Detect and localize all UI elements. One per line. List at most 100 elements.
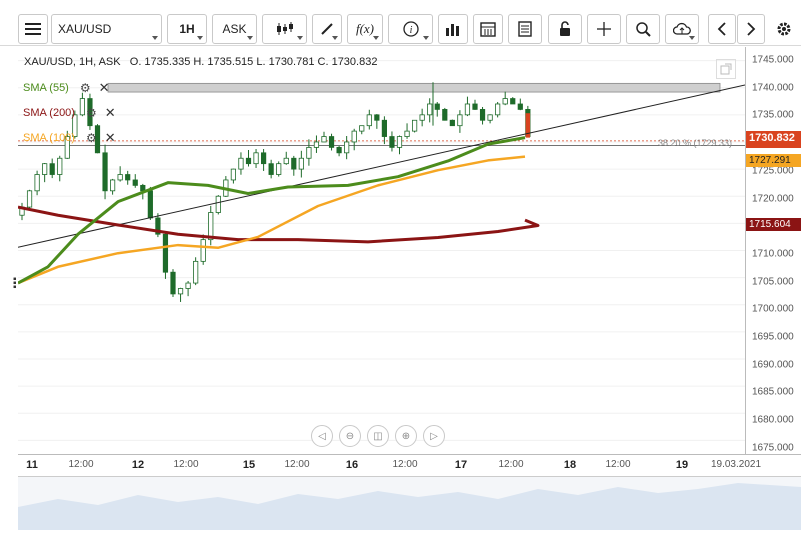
close-icon[interactable]: ✕ [98,80,110,95]
candle-body [479,109,486,121]
scroll-left-button[interactable] [708,14,736,44]
zoom-out-button[interactable]: ⊖ [339,425,361,447]
indicator-sma-55[interactable]: SMA (55) ⚙ ✕ [20,80,110,96]
candle-body [419,114,425,121]
calendar-icon [480,22,496,37]
info-icon: i [402,21,419,37]
navigator[interactable] [18,476,801,530]
navigator-chart [18,483,801,530]
price-axis-label: 1705.000 [752,276,794,288]
indicators-button[interactable]: f(x) [347,14,383,44]
scroll-back-button[interactable]: ◁ [311,425,333,447]
scroll-right-button[interactable] [737,14,765,44]
ohlc-info: XAU/USD, 1H, ASK O. 1735.335 H. 1735.515… [24,56,378,68]
price-axis-label: 1695.000 [752,331,794,343]
timeframe-selector[interactable]: 1H [167,14,207,44]
crosshair-button[interactable] [587,14,621,44]
timeframe-label: 1H [179,22,195,36]
date-axis-label: 16 [345,459,359,471]
candle-body [396,136,403,148]
fullscreen-button[interactable] [716,59,736,79]
candle-body [434,103,440,110]
candle-body [64,136,70,159]
draw-tool-button[interactable] [312,14,342,44]
candle-body [155,217,161,235]
candle-body [359,125,365,132]
date-axis-label: 12:00 [173,459,199,470]
price-type-selector[interactable]: ASK [212,14,257,44]
reset-zoom-button[interactable]: ◫ [367,425,389,447]
candle-body [472,103,478,110]
chevron-down-icon [423,36,429,40]
chevron-down-icon [247,36,253,40]
zoom-in-button[interactable]: ⊕ [395,425,417,447]
indicator-label: SMA (100) [23,132,75,144]
date-axis[interactable]: 11 12:00 12 12:00 15 12:00 16 12:00 17 12:00 18 12:… [18,454,801,477]
candle-body [442,109,448,121]
lock-button[interactable] [548,14,582,44]
close-icon[interactable]: ✕ [104,105,116,120]
lock-icon [560,21,570,36]
chevron-down-icon [152,36,158,40]
chevron-left-icon [717,22,726,36]
gear-icon[interactable]: ⚙ [85,106,97,120]
candle-body [298,157,304,170]
sma-100-price-tag: 1727.291 [746,154,801,167]
last-candle [525,113,531,138]
candle-body [487,114,493,121]
settings-button[interactable] [770,14,798,44]
date-axis-label: 12:00 [498,459,524,470]
candle-body [87,98,93,127]
drag-handle[interactable]: ▪ ▪ ▪ [13,274,17,293]
fib-label: 38.20 % (1729.33) [658,138,733,148]
info-button[interactable]: i [388,14,433,44]
date-axis-label: 17 [454,459,468,471]
menu-button[interactable] [18,14,48,44]
crosshair-icon [597,22,611,36]
zoom-controls: ◁ ⊖ ◫ ⊕ ▷ [311,425,445,447]
candle-body [517,103,523,110]
candle-body [253,152,259,165]
candle-body [185,282,191,289]
calendar-button[interactable] [473,14,503,44]
candle-body [79,98,86,116]
gear-icon[interactable]: ⚙ [85,131,97,145]
candle-body [230,168,236,181]
candle-body [321,136,327,143]
candlestick-icon [276,22,293,35]
candle-body [449,119,455,127]
indicator-sma-200[interactable]: SMA (200) ⚙ ✕ [20,105,116,121]
chart-area[interactable] [17,47,746,454]
candle-body [374,114,380,121]
share-button[interactable] [665,14,699,44]
gear-icon[interactable]: ⚙ [79,81,91,95]
date-axis-label: 19.03.2021 [710,459,762,470]
candle-body [162,233,169,273]
candle-body [389,136,395,148]
date-axis-label: 12:00 [605,459,631,470]
date-axis-label: 12 [131,459,145,471]
symbol-selector[interactable]: XAU/USD [51,14,162,44]
candle-body [457,114,463,127]
candle-body [510,98,516,105]
document-button[interactable] [508,14,542,44]
price-axis-label: 1725.000 [752,165,794,177]
price-axis-label: 1690.000 [752,359,794,371]
candle-body [366,114,372,127]
price-chart[interactable] [17,47,746,454]
price-axis[interactable]: 1745.0001740.0001735.0001730.0001725.000… [745,47,801,454]
candle-body [57,157,63,175]
close-icon[interactable]: ✕ [104,130,116,145]
trend-line [17,84,746,248]
candle-body [306,146,312,159]
scroll-forward-button[interactable]: ▷ [423,425,445,447]
candle-body [404,130,410,137]
candle-body [170,271,176,295]
candle-body [268,163,274,175]
chart-type-button[interactable] [262,14,307,44]
volume-button[interactable] [438,14,468,44]
date-axis-label: 18 [563,459,577,471]
indicator-sma-100[interactable]: SMA (100) ⚙ ✕ [20,130,116,146]
price-axis-label: 1740.000 [752,82,794,94]
zoom-button[interactable] [626,14,660,44]
